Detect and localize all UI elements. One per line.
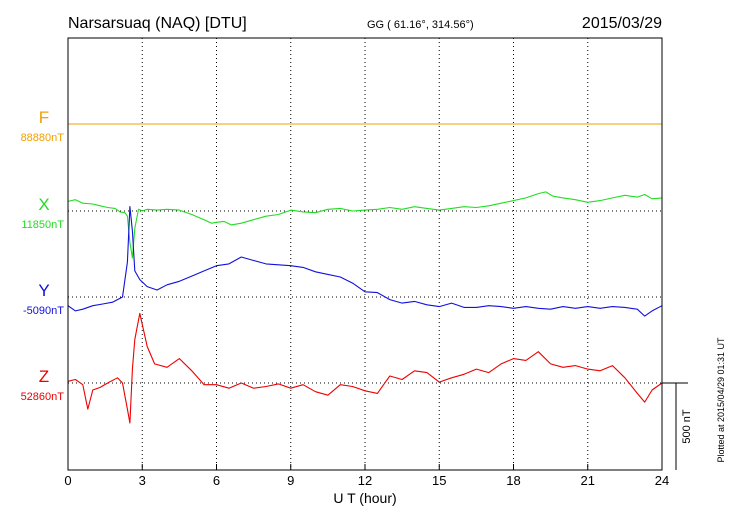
x-tick-label: 24	[655, 473, 669, 488]
series-line-y	[67, 205, 663, 317]
x-axis-label: U T (hour)	[333, 490, 396, 506]
station-coordinates: GG ( 61.16°, 314.56°)	[367, 19, 474, 31]
series-line-x	[67, 191, 663, 259]
series-baseline-label-z: 52860nT	[21, 391, 65, 403]
series-line-z	[67, 312, 663, 424]
series-baseline-label-y: -5090nT	[23, 305, 64, 317]
x-tick-label: 18	[506, 473, 520, 488]
series-baseline-label-f: 88880nT	[21, 132, 65, 144]
series-baseline-label-x: 11850nT	[21, 219, 64, 231]
series-name-x: X	[38, 195, 49, 214]
x-axis-ticks: 0 3 6 9 12 15 18 21 24	[64, 464, 669, 488]
series-name-y: Y	[38, 281, 49, 300]
scale-bar-label: 500 nT	[681, 409, 693, 444]
chart-date: 2015/03/29	[582, 15, 662, 32]
x-tick-label: 21	[581, 473, 595, 488]
series-labels: F 88880nT X 11850nT Y -5090nT Z 52860nT	[21, 108, 65, 403]
x-tick-label: 15	[432, 473, 446, 488]
x-tick-label: 9	[287, 473, 294, 488]
scale-bar: 500 nT	[662, 382, 693, 470]
plotted-note: Plotted at 2015/04/29 01:31 UT	[716, 337, 726, 463]
x-tick-label: 0	[64, 473, 71, 488]
series-lines	[67, 123, 663, 424]
series-name-f: F	[39, 108, 49, 127]
chart-title: Narsarsuaq (NAQ) [DTU]	[68, 15, 247, 32]
x-tick-label: 12	[358, 473, 372, 488]
grid-lines	[141, 38, 589, 470]
x-tick-label: 3	[139, 473, 146, 488]
x-tick-label: 6	[213, 473, 220, 488]
series-name-z: Z	[39, 367, 49, 386]
